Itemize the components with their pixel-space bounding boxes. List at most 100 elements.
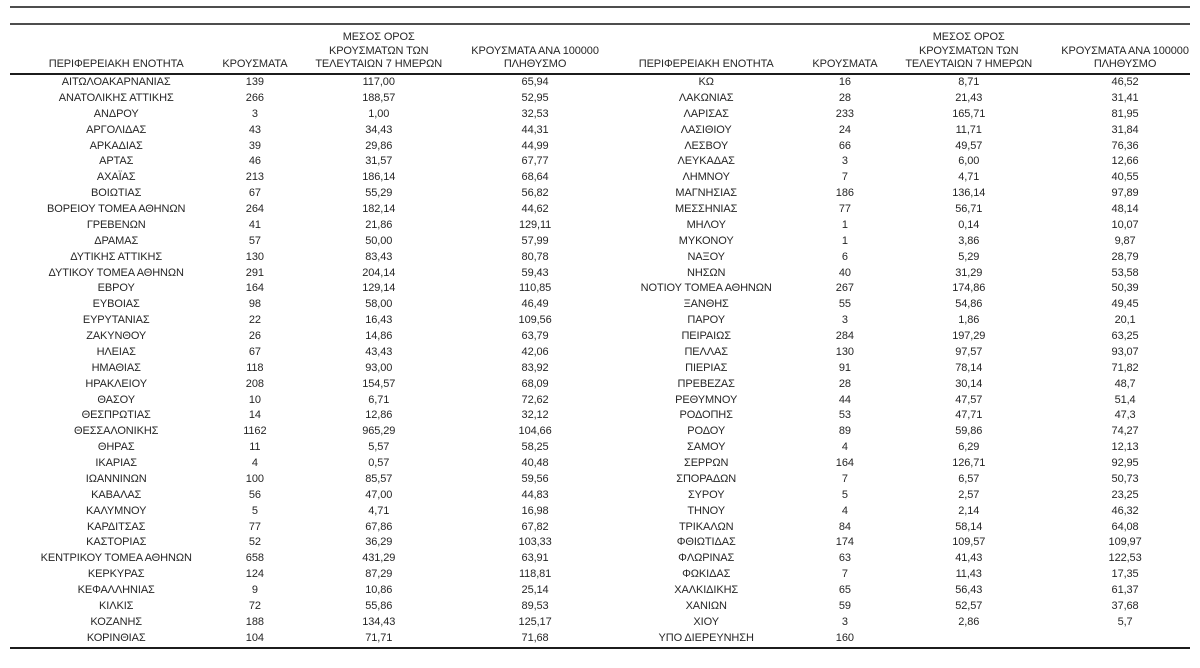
table-row: ΦΛΩΡΙΝΑΣ 63 41,43 122,53 — [600, 551, 1190, 567]
per100k-cell: 44,62 — [521, 203, 549, 215]
avg7-cell: 47,00 — [365, 488, 393, 501]
avg7-cell: 58,14 — [955, 520, 983, 533]
avg7-cell: 188,57 — [362, 91, 396, 104]
table-row: ΣΠΟΡΑΔΩΝ 7 6,57 50,73 — [600, 472, 1190, 488]
table-row: ΛΑΚΩΝΙΑΣ 28 21,43 31,41 — [600, 91, 1190, 107]
avg7-cell: 2,14 — [958, 504, 980, 517]
table-row: ΣΑΜΟΥ 4 6,29 12,13 — [600, 440, 1190, 456]
table-row: ΔΥΤΙΚΟΥ ΤΟΜΕΑ ΑΘΗΝΩΝ 291 204,14 59,43 — [10, 266, 600, 282]
per100k-cell: 122,53 — [1108, 552, 1142, 565]
table-row: ΓΡΕΒΕΝΩΝ 41 21,86 129,11 — [10, 218, 600, 234]
region-cell: ΛΕΥΚΑΔΑΣ — [677, 155, 735, 168]
table-row: ΚΕΝΤΡΙΚΟΥ ΤΟΜΕΑ ΑΘΗΝΩΝ 658 431,29 63,91 — [10, 551, 600, 567]
cases-cell: 4 — [251, 457, 258, 469]
per100k-cell: 61,37 — [1111, 584, 1139, 596]
region-cell: ΗΛΕΙΑΣ — [96, 345, 136, 358]
table-row: ΤΡΙΚΑΛΩΝ 84 58,14 64,08 — [600, 520, 1190, 536]
region-cell: ΚΑΛΥΜΝΟΥ — [86, 504, 147, 517]
per100k-cell: 83,92 — [521, 361, 549, 374]
table-row: ΦΩΚΙΔΑΣ 7 11,43 17,35 — [600, 567, 1190, 583]
cases-cell: 5 — [841, 488, 848, 501]
avg7-cell: 11,43 — [955, 568, 982, 581]
left-table-header: ΠΕΡΙΦΕΡΕΙΑΚΗ ΕΝΟΤΗΤΑ ΚΡΟΥΣΜΑΤΑ ΜΕΣΟΣ ΟΡΟ… — [10, 25, 600, 75]
avg7-cell: 50,00 — [365, 234, 393, 247]
per100k-cell: 46,49 — [521, 298, 549, 311]
table-row: ΔΡΑΜΑΣ 57 50,00 57,99 — [10, 234, 600, 250]
right-table-header: ΠΕΡΙΦΕΡΕΙΑΚΗ ΕΝΟΤΗΤΑ ΚΡΟΥΣΜΑΤΑ ΜΕΣΟΣ ΟΡΟ… — [600, 25, 1190, 75]
avg7-cell: 49,57 — [955, 139, 983, 152]
avg7-cell: 5,29 — [958, 250, 980, 263]
region-cell: ΤΡΙΚΑΛΩΝ — [678, 520, 734, 533]
per100k-cell: 125,17 — [518, 615, 552, 628]
per100k-cell: 63,79 — [521, 330, 549, 342]
region-cell: ΠΕΛΛΑΣ — [684, 345, 728, 358]
per100k-cell: 16,98 — [521, 504, 549, 517]
avg7-cell: 97,57 — [955, 345, 983, 358]
table-row: ΑΡΓΟΛΙΔΑΣ 43 34,43 44,31 — [10, 123, 600, 139]
per100k-cell: 68,09 — [521, 377, 549, 390]
avg7-cell: 12,86 — [365, 409, 393, 422]
per100k-cell: 48,7 — [1114, 377, 1136, 390]
region-cell: ΠΙΕΡΙΑΣ — [685, 361, 728, 374]
avg7-cell: 109,57 — [952, 536, 986, 549]
per100k-cell: 52,95 — [521, 91, 549, 104]
cases-cell: 98 — [248, 298, 261, 311]
per100k-cell: 63,91 — [521, 552, 549, 565]
cases-cell: 213 — [245, 171, 264, 184]
cases-cell: 118 — [246, 361, 264, 374]
avg7-cell: 47,71 — [955, 409, 983, 422]
table-row: ΝΑΞΟΥ 6 5,29 28,79 — [600, 250, 1190, 266]
table-row: ΛΕΣΒΟΥ 66 49,57 76,36 — [600, 139, 1190, 155]
per100k-cell: 67,77 — [521, 155, 549, 168]
avg7-cell: 31,29 — [955, 266, 983, 279]
avg7-cell: 41,43 — [955, 552, 983, 565]
table-row: ΛΑΣΙΘΙΟΥ 24 11,71 31,84 — [600, 123, 1190, 139]
region-cell: ΚΑΣΤΟΡΙΑΣ — [86, 536, 147, 549]
table-row: ΚΑΡΔΙΤΣΑΣ 77 67,86 67,82 — [10, 520, 600, 536]
per100k-cell: 97,89 — [1111, 187, 1139, 200]
cases-cell: 164 — [245, 282, 264, 295]
per100k-cell: 9,87 — [1114, 234, 1136, 247]
region-cell: ΦΛΩΡΙΝΑΣ — [678, 552, 735, 565]
per100k-cell: 51,4 — [1114, 393, 1136, 406]
cases-cell: 28 — [838, 91, 851, 104]
region-cell: ΚΟΡΙΝΘΙΑΣ — [86, 631, 146, 644]
region-cell: ΚΟΖΑΝΗΣ — [90, 615, 142, 628]
avg7-cell: 8,71 — [958, 76, 980, 88]
table-row: ΘΕΣΠΡΩΤΙΑΣ 14 12,86 32,12 — [10, 408, 600, 424]
per100k-cell: 44,83 — [521, 488, 549, 501]
avg7-cell: 47,57 — [955, 393, 983, 406]
avg7-cell: 0,57 — [368, 457, 390, 469]
table-row: ΝΟΤΙΟΥ ΤΟΜΕΑ ΑΘΗΝΩΝ 267 174,86 50,39 — [600, 281, 1190, 297]
table-row: ΧΑΛΚΙΔΙΚΗΣ 65 56,43 61,37 — [600, 583, 1190, 599]
per100k-cell: 50,73 — [1111, 472, 1139, 485]
region-cell: ΣΑΜΟΥ — [687, 441, 726, 454]
table-row: ΑΝΔΡΟΥ 3 1,00 32,53 — [10, 107, 600, 123]
cases-cell: 174 — [835, 536, 854, 549]
per100k-cell: 25,14 — [521, 584, 549, 596]
table-row: ΗΜΑΘΙΑΣ 118 93,00 83,92 — [10, 361, 600, 377]
table-row: ΑΧΑΪΑΣ 213 186,14 68,64 — [10, 170, 600, 186]
per100k-cell: 64,08 — [1111, 520, 1139, 533]
avg7-cell: 4,71 — [368, 504, 390, 517]
region-cell: ΚΙΛΚΙΣ — [99, 599, 134, 612]
cases-cell: 24 — [838, 123, 851, 136]
avg7-cell: 29,86 — [365, 139, 393, 152]
avg7-cell: 186,14 — [362, 171, 396, 184]
region-cell: ΑΡΤΑΣ — [99, 155, 134, 168]
table-row: ΣΕΡΡΩΝ 164 126,71 92,95 — [600, 456, 1190, 472]
per100k-cell: 59,56 — [521, 472, 549, 485]
region-cell: ΜΕΣΣΗΝΙΑΣ — [675, 203, 738, 215]
avg7-cell: 43,43 — [365, 345, 393, 358]
cases-cell: 59 — [838, 599, 851, 612]
region-cell: ΘΗΡΑΣ — [97, 441, 135, 454]
table-row: ΤΗΝΟΥ 4 2,14 46,32 — [600, 504, 1190, 520]
cases-cell: 65 — [838, 584, 851, 596]
per100k-cell: 109,56 — [518, 314, 552, 327]
table-row: ΑΡΚΑΔΙΑΣ 39 29,86 44,99 — [10, 139, 600, 155]
per100k-cell: 92,95 — [1111, 457, 1139, 469]
table-row: ΘΗΡΑΣ 11 5,57 58,25 — [10, 440, 600, 456]
header-region: ΠΕΡΙΦΕΡΕΙΑΚΗ ΕΝΟΤΗΤΑ — [638, 57, 774, 70]
region-cell: ΚΑΡΔΙΤΣΑΣ — [87, 520, 146, 533]
region-cell: ΛΑΣΙΘΙΟΥ — [680, 123, 732, 136]
